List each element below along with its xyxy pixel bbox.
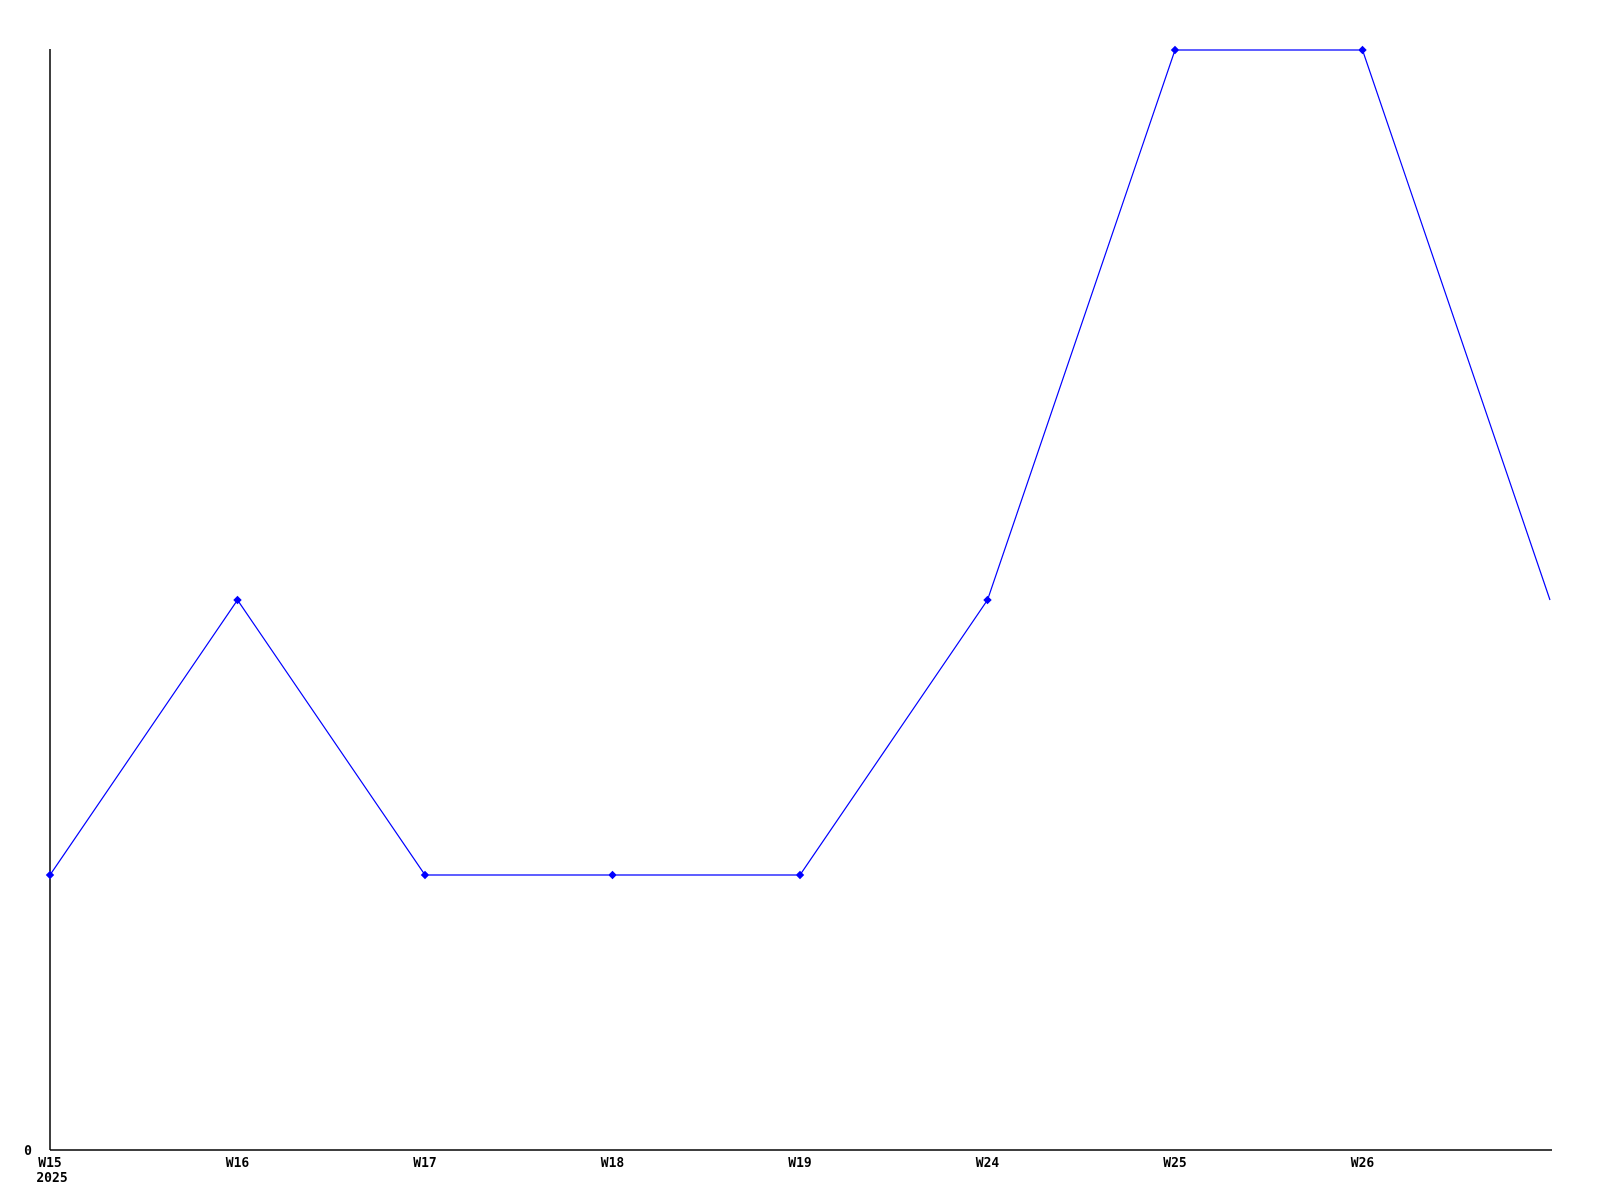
x-tick-label: W18 [601, 1156, 625, 1171]
x-axis-year-label: 2025 [36, 1171, 67, 1186]
data-point-marker [983, 595, 992, 605]
data-point-marker [233, 595, 242, 605]
x-tick-label: W16 [226, 1156, 250, 1171]
data-point-marker [608, 870, 617, 880]
y-tick-label: 0 [24, 1144, 32, 1159]
series-line [49, 49, 1551, 876]
data-point-marker [1170, 45, 1180, 55]
x-tick-label: W24 [976, 1156, 1000, 1171]
x-tick-label: W19 [788, 1156, 811, 1171]
x-tick-label: W15 [38, 1156, 61, 1171]
data-point-marker [795, 870, 805, 880]
x-tick-label: W25 [1163, 1156, 1186, 1171]
data-point-marker [45, 870, 55, 880]
data-point-marker [1358, 45, 1367, 55]
data-point-marker [420, 870, 430, 880]
x-tick-label: W17 [413, 1156, 436, 1171]
x-tick-label: W26 [1351, 1156, 1375, 1171]
